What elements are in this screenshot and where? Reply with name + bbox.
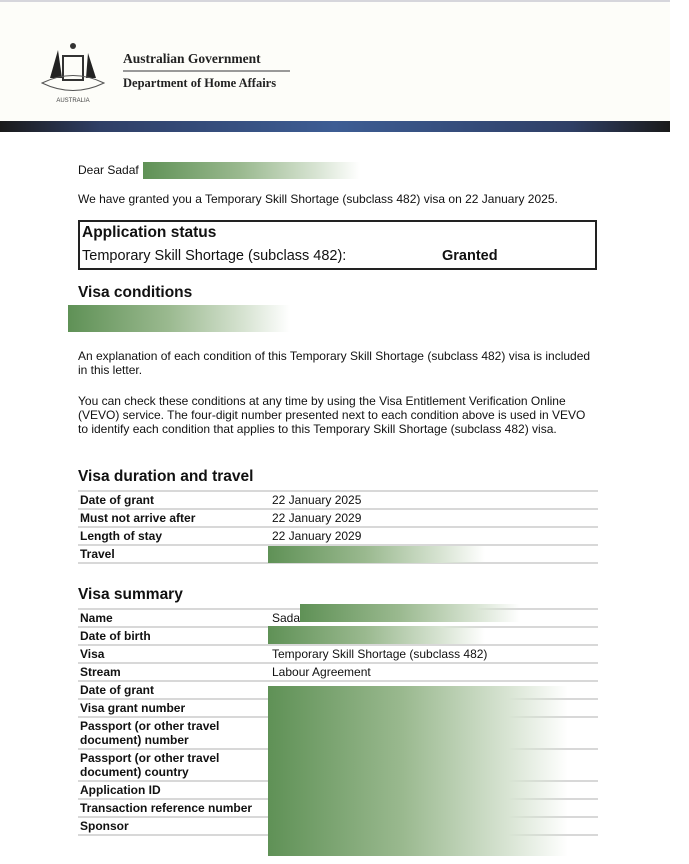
row-key: Date of grant xyxy=(78,490,270,509)
row-value: Temporary Skill Shortage (subclass 482) xyxy=(270,644,598,663)
summary-title: Visa summary xyxy=(78,586,183,603)
row-key: Travel xyxy=(78,544,270,564)
conditions-p1: An explanation of each condition of this… xyxy=(78,349,591,377)
row-key: Visa grant number xyxy=(78,698,270,717)
status-title: Application status xyxy=(82,224,217,241)
row-key: Length of stay xyxy=(78,526,270,545)
row-key: Name xyxy=(78,608,270,627)
row-value: 22 January 2029 xyxy=(270,508,598,527)
row-key: Passport (or other travel document) numb… xyxy=(78,716,270,749)
row-key: Visa xyxy=(78,644,270,663)
redaction xyxy=(268,686,568,856)
dept-name: Department of Home Affairs xyxy=(123,76,277,90)
svg-text:AUSTRALIA: AUSTRALIA xyxy=(56,98,89,104)
row-key: Date of grant xyxy=(78,680,270,699)
letterhead xyxy=(0,0,670,122)
row-key: Stream xyxy=(78,662,270,681)
row-key: Sponsor xyxy=(78,816,270,836)
table-row: Visa Temporary Skill Shortage (subclass 4… xyxy=(78,644,598,663)
row-key: Passport (or other travel document) coun… xyxy=(78,748,270,781)
redaction xyxy=(143,162,360,179)
conditions-p2: You can check these conditions at any ti… xyxy=(78,394,586,436)
row-value: 22 January 2029 xyxy=(270,526,598,545)
application-status-box: Application status Temporary Skill Short… xyxy=(78,220,597,270)
row-value: Labour Agreement xyxy=(270,662,598,681)
gov-name: Australian Government xyxy=(123,51,261,66)
row-key: Application ID xyxy=(78,780,270,799)
coat-of-arms-logo: AUSTRALIA xyxy=(40,43,106,104)
divider xyxy=(123,70,290,72)
duration-title: Visa duration and travel xyxy=(78,468,254,485)
table-row: Length of stay 22 January 2029 xyxy=(78,526,598,545)
redaction xyxy=(268,546,485,563)
redaction xyxy=(68,305,290,332)
table-row: Date of grant 22 January 2025 xyxy=(78,490,598,509)
table-row: Must not arrive after 22 January 2029 xyxy=(78,508,598,527)
conditions-title: Visa conditions xyxy=(78,284,193,301)
status-label: Temporary Skill Shortage (subclass 482): xyxy=(82,248,347,264)
row-key: Date of birth xyxy=(78,626,270,645)
redaction xyxy=(300,604,520,622)
status-value: Granted xyxy=(442,248,498,264)
row-value: 22 January 2025 xyxy=(270,490,598,509)
table-row: Stream Labour Agreement xyxy=(78,662,598,681)
greeting: Dear Sadaf xyxy=(78,163,139,177)
row-key: Must not arrive after xyxy=(78,508,270,527)
row-key: Transaction reference number xyxy=(78,798,270,817)
intro-text: We have granted you a Temporary Skill Sh… xyxy=(78,192,558,206)
header-band xyxy=(0,121,670,132)
redaction xyxy=(268,626,485,644)
